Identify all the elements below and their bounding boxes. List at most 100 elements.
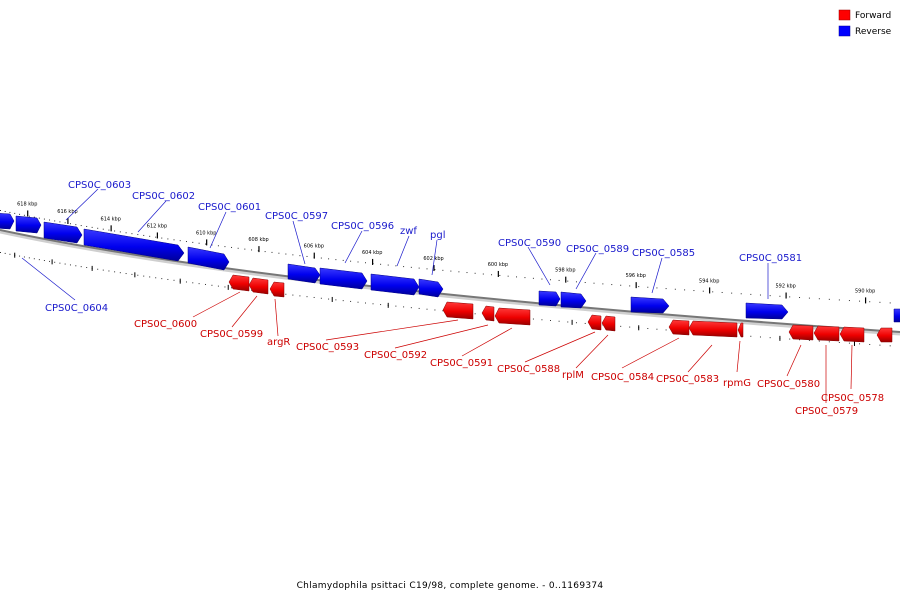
gene-arrow-forward[interactable]: [494, 307, 531, 326]
gene-label[interactable]: argR: [267, 337, 290, 348]
ruler-dot: [108, 270, 110, 272]
gene-arrow-forward[interactable]: [269, 281, 285, 298]
gene-label[interactable]: CPS0C_0590: [498, 238, 561, 249]
ruler-dot: [721, 291, 723, 293]
gene-label[interactable]: zwf: [400, 226, 417, 237]
gene-arrow-reverse[interactable]: [43, 221, 83, 244]
lower-ruler: [0, 252, 891, 347]
ruler-dot: [434, 269, 436, 271]
ruler-dot: [33, 216, 35, 218]
ruler-dot: [299, 295, 301, 297]
ruler-dot: [629, 326, 631, 328]
gene-label[interactable]: CPS0C_0597: [265, 211, 328, 222]
gene-label[interactable]: CPS0C_0579: [795, 406, 858, 417]
gene-arrow-reverse[interactable]: [287, 263, 321, 284]
ruler-dot: [838, 341, 840, 343]
gene-arrow-forward[interactable]: [228, 274, 250, 292]
ruler-dot: [740, 293, 742, 295]
gene-label[interactable]: CPS0C_0584: [591, 372, 654, 383]
gene-arrow-reverse[interactable]: [418, 278, 444, 298]
ruler-dot: [23, 214, 25, 216]
gene-arrow-forward[interactable]: [668, 319, 690, 336]
ruler-dot: [4, 252, 6, 254]
ruler-dot: [28, 215, 30, 217]
ruler-dot: [0, 210, 1, 211]
gene-label[interactable]: CPS0C_0585: [632, 248, 695, 259]
gene-arrow-reverse[interactable]: [745, 302, 789, 320]
ruler-dot: [108, 229, 110, 231]
ruler-dot: [161, 278, 163, 280]
gene-label[interactable]: CPS0C_0578: [821, 393, 884, 404]
gene-arrow-reverse[interactable]: [83, 228, 185, 262]
gene-arrow-reverse[interactable]: [15, 215, 42, 234]
gene-label[interactable]: CPS0C_0604: [45, 303, 108, 314]
gene-arrow-reverse[interactable]: [319, 267, 368, 290]
ruler-dot: [450, 270, 452, 272]
ruler-dot: [49, 260, 51, 262]
gene-label[interactable]: CPS0C_0596: [331, 221, 394, 232]
ruler-tick: [387, 302, 389, 308]
ruler-dot: [167, 238, 169, 240]
gene-arrow-forward[interactable]: [587, 314, 602, 331]
gene-arrow-forward[interactable]: [601, 315, 616, 332]
gene-label[interactable]: CPS0C_0593: [296, 342, 359, 353]
gene-label[interactable]: CPS0C_0603: [68, 180, 131, 191]
scale-tick: [864, 297, 867, 304]
gene-label[interactable]: CPS0C_0591: [430, 358, 493, 369]
ruler-dot: [365, 262, 366, 264]
scale-tick: [258, 246, 260, 253]
gene-label[interactable]: CPS0C_0580: [757, 379, 820, 390]
ruler-dot: [97, 227, 99, 229]
gene-label[interactable]: CPS0C_0583: [656, 374, 719, 385]
ruler-dot: [328, 298, 330, 300]
gene-label[interactable]: CPS0C_0581: [739, 253, 802, 264]
gene-label[interactable]: CPS0C_0601: [198, 202, 261, 213]
ruler-tick: [331, 296, 333, 302]
ruler-dot: [54, 261, 56, 263]
ruler-dot: [299, 255, 301, 257]
gene-label[interactable]: CPS0C_0588: [497, 364, 560, 375]
ruler-tick: [779, 335, 781, 341]
gene-arrow-forward[interactable]: [688, 320, 738, 338]
gene-arrow-forward[interactable]: [442, 301, 474, 320]
scale-label: 618 kbp: [17, 201, 37, 207]
gene-label[interactable]: rplM: [562, 370, 584, 381]
legend: Forward Reverse: [838, 9, 892, 37]
gene-label[interactable]: CPS0C_0600: [134, 319, 197, 330]
ruler-dot: [224, 246, 226, 248]
ruler-dot: [789, 296, 791, 298]
ruler-dot: [185, 281, 187, 283]
ruler-dot: [418, 267, 420, 269]
gene-arrow-forward[interactable]: [813, 325, 840, 342]
gene-arrow-reverse[interactable]: [538, 290, 561, 307]
gene-arrow-forward[interactable]: [737, 322, 744, 338]
ruler-dot: [365, 302, 366, 304]
gene-arrow-forward[interactable]: [248, 277, 269, 295]
gene-arrow-reverse[interactable]: [0, 213, 15, 230]
scale-label: 592 kbp: [775, 284, 795, 290]
gene-arrow-reverse[interactable]: [630, 296, 670, 314]
gene-arrow-reverse[interactable]: [187, 246, 230, 271]
scale-label: 608 kbp: [248, 237, 268, 243]
ruler-dot: [173, 239, 175, 241]
gene-arrow-forward[interactable]: [876, 327, 893, 343]
ruler-dot: [380, 263, 382, 265]
gene-arrow-forward[interactable]: [481, 305, 495, 322]
gene-label[interactable]: CPS0C_0602: [132, 191, 195, 202]
ruler-dot: [231, 246, 233, 248]
gene-arrow-forward[interactable]: [839, 326, 865, 343]
gene-label[interactable]: CPS0C_0599: [200, 329, 263, 340]
ruler-dot: [859, 300, 861, 302]
ruler-dot: [712, 291, 714, 293]
gene-arrow-reverse[interactable]: [560, 291, 587, 309]
gene-label[interactable]: rpmG: [723, 378, 751, 389]
gene-label[interactable]: CPS0C_0589: [566, 244, 629, 255]
gene-arrow-reverse[interactable]: [893, 308, 900, 323]
ruler-dot: [350, 260, 352, 262]
gene-arrow-forward[interactable]: [788, 324, 814, 341]
ruler-dot: [474, 272, 476, 274]
gene-arrow-reverse[interactable]: [370, 273, 420, 296]
gene-label[interactable]: CPS0C_0592: [364, 350, 427, 361]
gene-label[interactable]: pgl: [430, 230, 445, 241]
ruler-dot: [350, 300, 352, 302]
